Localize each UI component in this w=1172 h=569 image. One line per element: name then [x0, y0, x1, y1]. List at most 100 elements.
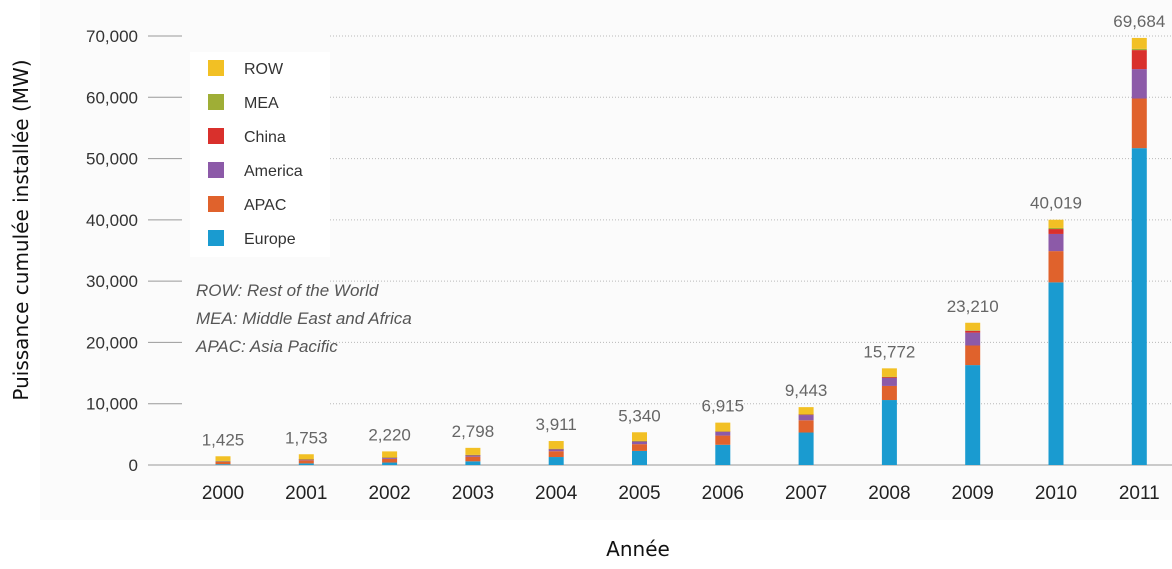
- bar-segment-mea: [632, 440, 647, 442]
- bar-segment-mea: [298, 459, 314, 460]
- x-tick-label: 2005: [618, 483, 660, 504]
- bar-segment-europe: [548, 457, 564, 465]
- bar-total-label: 23,210: [947, 297, 999, 316]
- bar-segment-europe: [465, 461, 481, 465]
- bar-total-label: 40,019: [1030, 194, 1082, 213]
- bar-total-label: 9,443: [785, 381, 828, 400]
- abbreviation-note: ROW: Rest of the World: [196, 281, 379, 300]
- bar-segment-europe: [382, 462, 398, 465]
- x-tick-label: 2009: [952, 483, 994, 504]
- bar-segment-mea: [965, 330, 981, 331]
- bar-segment-apac: [1048, 251, 1064, 283]
- x-tick-label: 2007: [785, 483, 827, 504]
- bar-segment-europe: [215, 464, 231, 465]
- x-tick-label: 2006: [702, 483, 744, 504]
- x-tick-label: 2010: [1035, 483, 1077, 504]
- bar-total-label: 2,220: [368, 425, 411, 444]
- x-axis-title: Année: [606, 537, 670, 561]
- y-axis-ticks: 0 10,000 20,000 30,000 40,000 50,000 60,000 70,…: [86, 27, 138, 475]
- bar-segment-america: [465, 455, 481, 457]
- legend-label: ROW: [244, 61, 284, 78]
- x-axis-ticks: 2000 2001 2002 2003 2004 2005 2006 2007 2008 2009…: [202, 483, 1160, 504]
- bar-segment-row: [382, 451, 398, 458]
- bar-segment-america: [298, 459, 314, 461]
- bar-segment-america: [715, 431, 731, 436]
- bar-segment-china: [1131, 50, 1147, 70]
- bar-segment-row: [1131, 37, 1147, 49]
- legend-swatch-europe: [208, 230, 224, 246]
- bar-segment-row: [965, 322, 981, 331]
- bar-segment-row: [798, 407, 814, 415]
- legend-swatch-america: [208, 162, 224, 178]
- x-tick-label: 2002: [368, 483, 410, 504]
- y-tick-label: 20,000: [86, 333, 138, 352]
- legend-swatch-china: [208, 128, 224, 144]
- bar-segment-row: [881, 368, 897, 377]
- y-tick-label: 10,000: [86, 395, 138, 414]
- bar-segment-europe: [1131, 148, 1147, 465]
- bar-segment-row: [298, 454, 314, 460]
- bar-segment-america: [965, 332, 981, 346]
- bar-segment-mea: [1048, 227, 1064, 230]
- bar-segment-mea: [465, 454, 481, 456]
- bar-total-label: 2,798: [452, 422, 495, 441]
- bar-segment-row: [215, 456, 231, 461]
- bar-segment-apac: [298, 460, 314, 464]
- bar-segment-apac: [1131, 98, 1147, 149]
- x-tick-label: 2004: [535, 483, 578, 504]
- grid-lines: [148, 35, 1172, 466]
- bar-total-label: 1,753: [285, 428, 328, 447]
- bar-segment-china: [881, 377, 897, 378]
- x-tick-label: 2000: [202, 483, 244, 504]
- bar-segment-row: [715, 422, 731, 432]
- y-tick-label: 70,000: [86, 27, 138, 46]
- bar-segment-china: [965, 330, 981, 333]
- bar-segment-europe: [798, 432, 814, 465]
- bars: [215, 37, 1147, 465]
- bar-segment-europe: [632, 450, 647, 465]
- abbreviation-note: MEA: Middle East and Africa: [196, 309, 412, 328]
- bar-segment-america: [382, 457, 398, 459]
- bar-total-label: 1,425: [202, 430, 245, 449]
- y-tick-label: 30,000: [86, 272, 138, 291]
- bar-segment-china: [798, 414, 814, 416]
- abbreviation-note: APAC: Asia Pacific: [195, 337, 338, 356]
- legend-swatch-apac: [208, 196, 224, 212]
- bar-segment-mea: [798, 414, 814, 415]
- legend-label: China: [244, 129, 286, 146]
- legend-label: APAC: [244, 197, 286, 214]
- bar-segment-apac: [715, 435, 731, 445]
- x-tick-label: 2011: [1119, 483, 1160, 504]
- bar-segment-america: [548, 449, 564, 452]
- legend-swatch-row: [208, 60, 224, 76]
- bar-segment-europe: [298, 463, 314, 465]
- bar-total-labels: 1,425 1,753 2,220 2,798 3,911 5,340 6,915 9,443…: [202, 12, 1166, 449]
- legend-label: MEA: [244, 95, 279, 112]
- x-tick-label: 2008: [868, 483, 910, 504]
- bar-segment-apac: [965, 345, 981, 366]
- y-axis-title: Puissance cumulée installée (MW): [9, 59, 33, 400]
- bar-segment-mea: [1131, 48, 1147, 51]
- legend-label: Europe: [244, 231, 296, 248]
- bar-segment-row: [548, 441, 564, 449]
- bar-segment-apac: [881, 385, 897, 401]
- bar-segment-america: [632, 441, 647, 445]
- bar-segment-mea: [382, 457, 398, 458]
- y-tick-label: 60,000: [86, 88, 138, 107]
- legend-swatch-mea: [208, 94, 224, 110]
- x-tick-label: 2001: [285, 483, 327, 504]
- legend-background: [190, 52, 330, 257]
- bar-segment-europe: [715, 444, 731, 465]
- bar-segment-america: [1048, 233, 1064, 252]
- bar-segment-row: [632, 432, 647, 441]
- bar-segment-apac: [215, 461, 231, 465]
- bar-segment-row: [1048, 219, 1064, 228]
- bar-segment-mea: [715, 431, 731, 432]
- bar-total-label: 15,772: [863, 342, 915, 361]
- abbreviation-notes: ROW: Rest of the World MEA: Middle East a…: [195, 281, 412, 356]
- bar-segment-apac: [548, 451, 564, 458]
- y-tick-label: 50,000: [86, 150, 138, 169]
- bar-segment-apac: [798, 420, 814, 433]
- bar-segment-mea: [548, 448, 564, 450]
